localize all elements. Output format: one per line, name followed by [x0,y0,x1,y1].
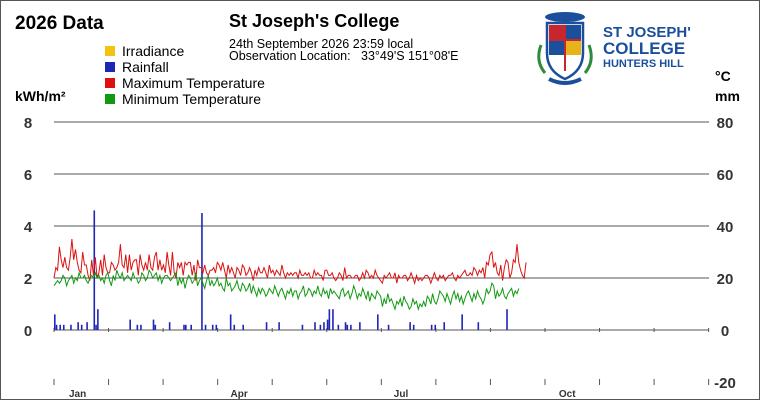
rainfall-bar [215,324,218,330]
left-axis-tick-label: 6 [24,167,32,184]
rainfall-bar [443,322,446,330]
logo-text-line3: HUNTERS HILL [603,58,684,70]
rainfall-bar [54,314,56,330]
rainfall-bar [152,319,155,330]
rainfall-bar [80,324,83,330]
rainfall-bar [185,324,187,330]
rainfall-bar [409,322,411,330]
legend-swatch-max-temp [105,78,115,88]
x-axis-tick-label: Apr [231,389,248,399]
rainfall-bar [506,309,508,330]
left-axis-tick-label: 2 [24,271,32,288]
rainfall-bar [430,324,433,330]
left-axis-tick-label: 8 [24,115,32,132]
rainfall-bar [337,324,340,330]
rainfall-bar [95,324,97,330]
rainfall-bar [70,324,72,330]
rainfall-bar [183,324,185,330]
rainfall-bar [62,324,65,330]
legend-item-irradiance: Irradiance [105,43,265,59]
legend-label-irradiance: Irradiance [122,43,185,59]
legend-item-max-temp: Maximum Temperature [105,75,265,91]
rainfall-bar [265,322,268,330]
rainfall-bar [129,319,131,330]
rainfall-bar [477,322,480,330]
rainfall-bar [359,322,361,330]
legend-swatch-rainfall [105,62,115,72]
rainfall-bar [350,324,352,330]
logo-text-line1: ST JOSEPH'S [603,24,691,41]
rainfall-bar [77,322,79,330]
rainfall-bar [346,324,349,330]
rainfall-bar [377,314,379,330]
rainfall-bar [233,324,236,330]
rainfall-bar [319,324,322,330]
left-axis-tick-label: 4 [24,219,33,236]
logo-text-line2: COLLEGE [603,39,685,58]
rainfall-bar [59,324,61,330]
right-axis-tick-label: -20 [714,375,736,392]
rainfall-bar [332,309,334,330]
legend: Irradiance Rainfall Maximum Temperature … [105,43,265,107]
rainfall-bar [461,314,463,330]
rainfall-bar [97,309,99,330]
right-axis-tick-label: 40 [717,219,734,236]
legend-label-max-temp: Maximum Temperature [122,75,265,91]
crest-icon [537,12,593,85]
right-axis-unit-rainfall: mm [715,88,740,104]
right-axis-tick-label: 0 [721,323,729,340]
rainfall-bar [55,324,58,330]
rainfall-bar [301,324,304,330]
rainfall-bar [242,324,245,330]
rainfall-bar [328,309,331,330]
right-axis-tick-label: 80 [717,115,734,132]
rainfall-bar [434,324,437,330]
right-axis-tick-label: 20 [717,271,734,288]
observation-time: 24th September 2026 23:59 local [229,37,414,51]
x-axis-tick-label: Oct [559,389,576,399]
rainfall-bar [412,324,415,330]
right-axis-unit-temperature: °C [715,68,731,84]
legend-swatch-irradiance [105,46,115,56]
legend-item-min-temp: Minimum Temperature [105,91,265,107]
rainfall-bar [211,324,214,330]
observation-location: Observation Location: 33°49'S 151°08'E [229,49,459,63]
rainfall-bar [278,322,280,330]
rainfall-bar [204,324,207,330]
rainfall-bar [229,314,232,330]
x-axis-tick-label: Jan [69,389,86,399]
min-temperature-line [53,268,520,312]
rainfall-bar [314,322,316,330]
left-axis-tick-label: 0 [24,323,32,340]
legend-label-rainfall: Rainfall [122,59,169,75]
x-axis-tick-label: Jul [394,389,409,399]
college-crest-logo: ST JOSEPH'S COLLEGE HUNTERS HILL [537,12,691,85]
left-axis-unit: kWh/m² [15,88,66,104]
rainfall-bar [154,324,157,330]
rainfall-bar [387,324,390,330]
legend-item-rainfall: Rainfall [105,59,265,75]
legend-swatch-min-temp [105,94,115,104]
rainfall-bar [344,322,347,330]
rainfall-bar [323,322,325,330]
right-axis-tick-label: 60 [717,167,734,184]
rainfall-bar [326,319,329,330]
rainfall-bar [86,322,88,330]
legend-label-min-temp: Minimum Temperature [122,91,262,107]
rainfall-bar [140,324,142,330]
rainfall-bar [168,322,171,330]
max-temperature-line [53,238,527,286]
chart-title: 2026 Data [15,13,104,34]
rainfall-bar [190,324,192,330]
station-name: St Joseph's College [229,11,400,31]
rainfall-bar [136,324,139,330]
